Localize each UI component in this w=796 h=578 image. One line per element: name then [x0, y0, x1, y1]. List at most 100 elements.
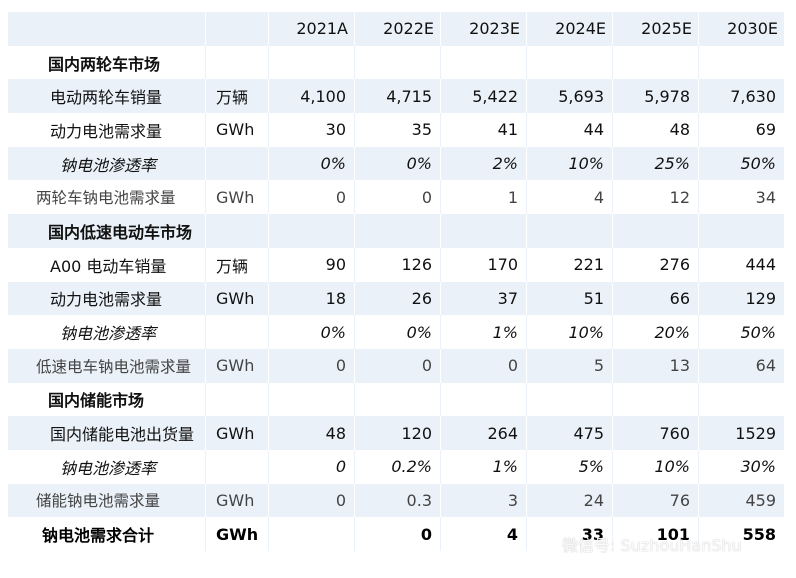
value-cell: 0 [354, 348, 440, 383]
value-cell [268, 517, 354, 551]
value-cell: 69 [698, 113, 784, 147]
value-cell: 4,100 [268, 79, 354, 114]
value-cell: 10% [526, 315, 612, 349]
value-cell: 120 [354, 416, 440, 450]
unit-cell [205, 214, 268, 248]
value-cell: 5,422 [440, 79, 526, 114]
unit-cell: GWh [205, 180, 268, 215]
value-cell: 170 [440, 247, 526, 282]
value-cell: 5 [526, 348, 612, 383]
value-cell: 760 [612, 416, 698, 450]
value-cell: 13 [612, 348, 698, 383]
row-label: 国内两轮车市场 [48, 54, 161, 74]
value-cell [526, 382, 612, 417]
value-cell: 0 [440, 348, 526, 383]
table-header-row: 2021A 2022E 2023E 2024E 2025E 2030E [8, 12, 784, 46]
value-cell: 1529 [698, 416, 784, 450]
watermark: 微信号: SuzhouHanShu [534, 533, 742, 555]
unit-cell: GWh [205, 281, 268, 316]
value-cell: 0% [354, 315, 440, 349]
value-cell: 101 [612, 517, 698, 551]
value-cell [698, 214, 784, 248]
value-cell [526, 45, 612, 80]
value-cell [440, 214, 526, 248]
value-cell: 0 [268, 483, 354, 518]
value-cell: 126 [354, 247, 440, 282]
value-cell: 129 [698, 281, 784, 316]
row-label: 钠电池渗透率 [60, 324, 157, 344]
value-cell: 30% [698, 449, 784, 484]
unit-cell [205, 315, 268, 349]
value-cell: 26 [354, 281, 440, 316]
header-blank-cell [8, 12, 205, 46]
unit-cell [205, 449, 268, 484]
total-row: 钠电池需求合计 GWh 0 4 33 101 558 [8, 517, 784, 551]
table-row: 钠电池渗透率 0% 0% 2% 10% 25% 50% [8, 146, 784, 181]
table-row: 两轮车钠电池需求量 GWh 0 0 1 4 12 34 [8, 180, 784, 215]
unit-cell [205, 45, 268, 80]
unit-cell: GWh [205, 348, 268, 383]
unit-cell [205, 382, 268, 417]
value-cell: 33 [526, 517, 612, 551]
row-label: 国内低速电动车市场 [48, 222, 193, 242]
table-row: A00 电动车销量 万辆 90 126 170 221 276 444 [8, 247, 784, 282]
value-cell: 558 [698, 517, 784, 551]
row-label: 国内储能电池出货量 [50, 425, 195, 445]
row-label: A00 电动车销量 [50, 256, 167, 276]
unit-cell: GWh [205, 517, 268, 551]
row-label: 两轮车钠电池需求量 [36, 189, 176, 208]
value-cell [698, 45, 784, 80]
value-cell: 264 [440, 416, 526, 450]
value-cell [354, 382, 440, 417]
table-row: 低速电车钠电池需求量 GWh 0 0 0 5 13 64 [8, 348, 784, 383]
value-cell: 64 [698, 348, 784, 383]
unit-cell: 万辆 [205, 79, 268, 114]
section-row: 国内两轮车市场 [8, 45, 784, 80]
value-cell: 444 [698, 247, 784, 282]
value-cell: 10% [526, 146, 612, 181]
watermark-text: 微信号: SuzhouHanShu [562, 536, 742, 555]
value-cell: 30 [268, 113, 354, 147]
column-header: 2022E [354, 12, 440, 46]
value-cell: 34 [698, 180, 784, 215]
forecast-table: 2021A 2022E 2023E 2024E 2025E 2030E 国内两轮… [8, 12, 784, 551]
value-cell: 0.2% [354, 449, 440, 484]
value-cell: 4,715 [354, 79, 440, 114]
unit-cell: 万辆 [205, 247, 268, 282]
value-cell [698, 382, 784, 417]
value-cell: 4 [440, 517, 526, 551]
column-header: 2025E [612, 12, 698, 46]
value-cell: 459 [698, 483, 784, 518]
value-cell: 276 [612, 247, 698, 282]
value-cell: 1% [440, 449, 526, 484]
value-cell: 0% [268, 315, 354, 349]
value-cell: 18 [268, 281, 354, 316]
value-cell: 48 [268, 416, 354, 450]
value-cell [440, 382, 526, 417]
value-cell [268, 214, 354, 248]
value-cell: 12 [612, 180, 698, 215]
table-row: 动力电池需求量 GWh 30 35 41 44 48 69 [8, 113, 784, 147]
row-label: 储能钠电池需求量 [36, 492, 161, 511]
section-row: 国内低速电动车市场 [8, 214, 784, 248]
unit-cell: GWh [205, 113, 268, 147]
row-label: 钠电池渗透率 [60, 155, 157, 175]
value-cell [268, 45, 354, 80]
table-row: 储能钠电池需求量 GWh 0 0.3 3 24 76 459 [8, 483, 784, 518]
value-cell: 90 [268, 247, 354, 282]
value-cell: 1 [440, 180, 526, 215]
table-row: 动力电池需求量 GWh 18 26 37 51 66 129 [8, 281, 784, 316]
value-cell [440, 45, 526, 80]
wechat-icon [534, 534, 556, 554]
value-cell: 2% [440, 146, 526, 181]
row-label: 国内储能市场 [48, 391, 145, 411]
value-cell: 76 [612, 483, 698, 518]
value-cell: 24 [526, 483, 612, 518]
value-cell [612, 214, 698, 248]
row-label: 钠电池需求合计 [42, 526, 155, 546]
value-cell: 0% [268, 146, 354, 181]
value-cell: 0 [354, 180, 440, 215]
row-label: 动力电池需求量 [50, 121, 163, 141]
value-cell: 20% [612, 315, 698, 349]
table-row: 国内储能电池出货量 GWh 48 120 264 475 760 1529 [8, 416, 784, 450]
